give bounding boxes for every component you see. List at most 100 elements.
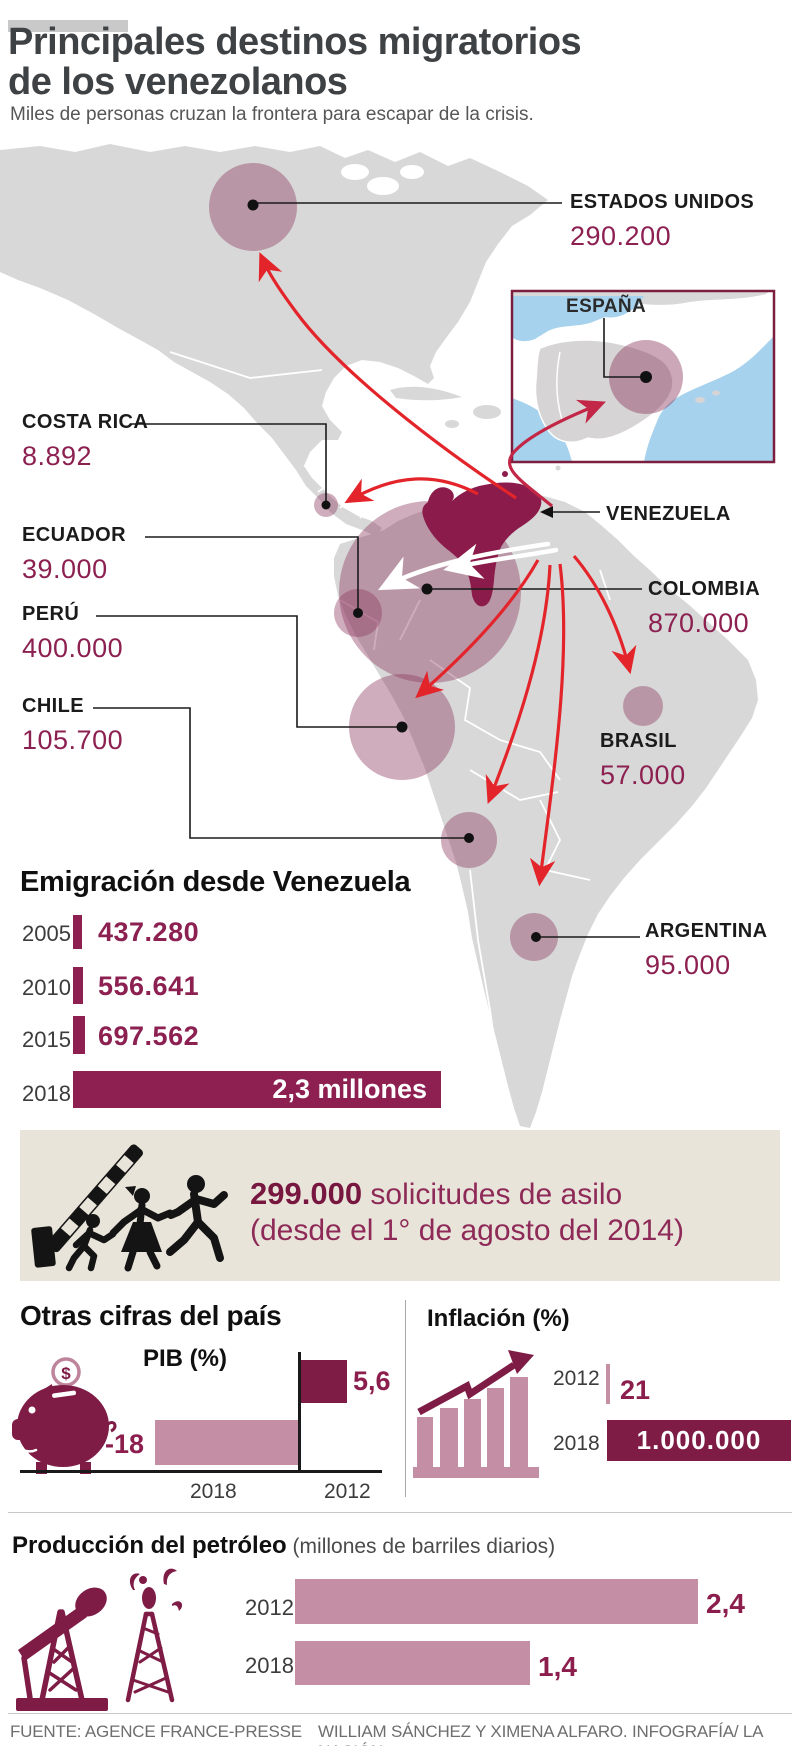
pib-bar-2012 [300,1360,347,1403]
emigration-year: 2018 [22,1081,71,1106]
emigration-year: 2005 [22,921,71,946]
great-lakes [367,177,399,195]
country-value: 8.892 [22,441,93,471]
inset-balearic-islands [712,390,720,396]
country-borders [339,569,611,1081]
venezuela-pointer-icon [540,506,553,518]
emigration-bar-2010 [73,967,83,1004]
pib-bar-2018 [155,1420,299,1465]
country-value: 400.000 [22,633,124,663]
footer-source: FUENTE: AGENCE FRANCE-PRESSE [10,1722,302,1741]
country-value: 105.700 [22,725,124,755]
arrow-to-estados-unidos [258,252,517,500]
inset-portugal-border [556,351,563,421]
country-name: ESTADOS UNIDOS [570,191,755,213]
arrow-to-peru [415,559,540,699]
piggy-bank-icon: $ [12,1357,117,1474]
asylum-text-line1: 299.000 solicitudes de asilo [250,1176,622,1212]
espana-dot [640,371,652,383]
migration-arrows-red [258,252,637,887]
north-america-landmass [0,144,548,536]
pib-title: PIB (%) [143,1345,227,1372]
emigration-bar-2005 [73,915,82,949]
asylum-text: solicitudes de asilo [362,1178,623,1211]
destination-ecuador: ECUADOR 39.000 [22,524,126,585]
origin-venezuela-label: VENEZUELA [606,503,731,526]
inflation-bar-2012 [606,1364,610,1404]
country-name: ECUADOR [22,524,126,546]
pib-axis-line [298,1352,301,1472]
page-title: Principales destinos migratorios de los … [8,21,582,103]
arrow-to-colombia [443,543,559,579]
coin-dollar-symbol: $ [61,1364,71,1383]
asylum-text-line2: (desde el 1° de agosto del 2014) [250,1214,684,1247]
leader-lines [93,202,642,938]
country-name: BRASIL [600,730,677,752]
page-title-line2: de los venezolanos [8,61,348,103]
page-title-line1: Principales destinos migratorios [8,21,582,63]
arrow-to-chile [485,564,552,804]
espana-leader-line [603,318,640,378]
country-name: PERÚ [22,603,80,625]
other-figures-title: Otras cifras del país [20,1300,282,1331]
oil-year-2018: 2018 [245,1653,294,1678]
pib-year-2018: 2018 [190,1480,237,1503]
emigration-year: 2015 [22,1027,71,1052]
pib-baseline [20,1470,382,1473]
emigration-value: 556.641 [98,971,200,1001]
arrow-to-costa-rica [344,477,479,504]
great-lakes [341,164,369,180]
country-value: 290.200 [570,221,672,251]
inflation-year-2012: 2012 [553,1367,600,1390]
americas-map [0,144,776,1128]
oil-section-title: Producción del petróleo (millones de bar… [12,1532,555,1560]
footer-credit: WILLIAM SÁNCHEZ Y XIMENA ALFARO. INFOGRA… [318,1722,763,1746]
country-name: ARGENTINA [645,920,768,942]
rising-inflation-chart-icon [413,1350,539,1478]
destination-colombia: COLOMBIA 870.000 [648,578,760,639]
inflation-title: Inflación (%) [427,1305,570,1332]
venezuela-island [502,471,508,477]
emigration-bar-2018: 2,3 millones [73,1071,441,1108]
country-name: ESPAÑA [566,296,647,317]
great-lakes [400,165,424,179]
destination-espana: ESPAÑA [566,296,646,318]
oil-title: Producción del petróleo [12,1532,287,1559]
inflation-bar-2018: 1.000.000 [607,1420,791,1461]
country-name: COSTA RICA [22,411,149,433]
oil-bar-2018 [295,1641,530,1685]
country-name: CHILE [22,695,84,717]
destination-estados-unidos: ESTADOS UNIDOS 290.200 [570,191,754,252]
arrow-to-argentina [529,563,566,887]
oil-bar-2012 [295,1579,698,1624]
pib-value-2018: -18 [105,1429,145,1459]
leader-dots [247,199,541,942]
inset-border [510,289,776,464]
emigration-bar-2015 [73,1016,85,1054]
footer-divider [8,1713,792,1714]
inset-sea-mediterranean [644,336,774,462]
destination-argentina: ARGENTINA 95.000 [645,920,768,981]
oil-subtitle: (millones de barriles diarios) [286,1535,556,1558]
header-accent-bar [8,20,128,32]
inflation-year-2018: 2018 [553,1432,600,1455]
arrow-to-brasil [572,554,637,675]
emigration-chart-title: Emigración desde Venezuela [20,866,411,898]
destination-chile: CHILE 105.700 [22,695,123,756]
section-divider-vertical [405,1300,406,1497]
destination-peru: PERÚ 400.000 [22,603,123,664]
oil-derricks-icon [16,1568,183,1711]
bubble-brasil [623,686,663,726]
asylum-number: 299.000 [250,1176,363,1211]
destination-brasil: BRASIL 57.000 [600,730,686,791]
emigration-year: 2010 [22,975,71,1000]
country-value: 57.000 [600,760,686,790]
destination-costa-rica: COSTA RICA 8.892 [22,411,148,472]
emigration-value: 437.280 [98,917,200,947]
border-crossing-family-icon [31,1144,228,1272]
country-name: VENEZUELA [606,503,731,525]
country-borders [169,351,371,519]
country-name: COLOMBIA [648,578,761,600]
inflation-value-2012: 21 [620,1375,651,1405]
